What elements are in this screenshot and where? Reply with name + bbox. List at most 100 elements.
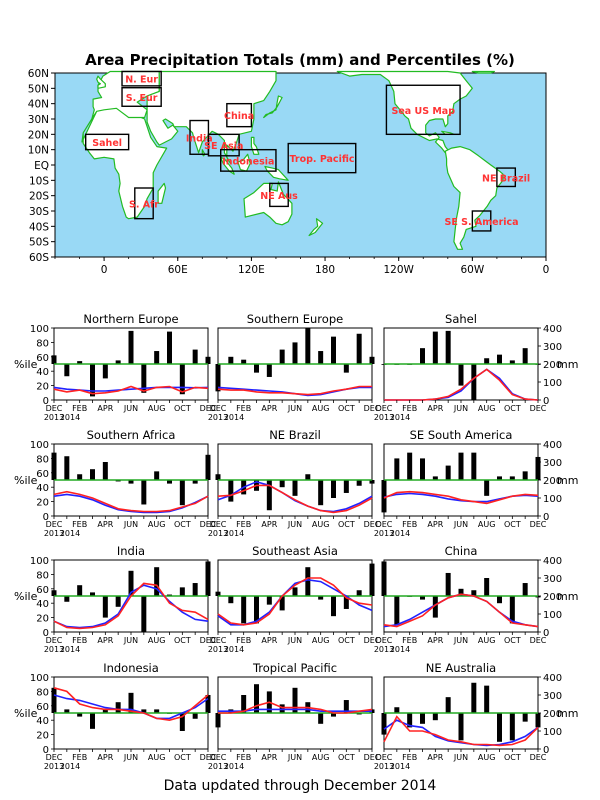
- y-right-tick-label: 300: [543, 574, 562, 585]
- x-tick-label: JUN: [287, 404, 302, 413]
- percentile-bar: [471, 590, 477, 596]
- percentile-bar: [205, 454, 211, 480]
- region-box: [207, 133, 240, 157]
- percentile-bar: [394, 596, 400, 625]
- land-new-zealand: [308, 218, 324, 237]
- map-lat-label: 60N: [28, 68, 49, 80]
- y-right-tick-label: 200: [543, 592, 562, 603]
- x-tick-label: APR: [261, 520, 277, 529]
- x-tick-label: OCT: [174, 753, 191, 762]
- x-tick-label: DEC: [364, 753, 381, 762]
- x-tick-label: APR: [427, 520, 443, 529]
- x-tick-label: FEB: [72, 753, 87, 762]
- region-box: [134, 187, 154, 220]
- y-left-tick-label: 60: [36, 353, 49, 364]
- x-tick-label: AUG: [148, 520, 166, 529]
- x-tick-label: DEC: [376, 404, 393, 413]
- x-tick-label: APR: [97, 404, 113, 413]
- percentile-bar: [331, 596, 336, 617]
- region-label: Indonesia: [222, 156, 274, 167]
- percentile-bar: [420, 348, 425, 364]
- percentile-bar: [292, 480, 298, 496]
- x-tick-label: OCT: [338, 404, 355, 413]
- year-label: 2013: [44, 762, 64, 771]
- region-label: SE S. America: [445, 217, 519, 228]
- percentile-bar: [420, 596, 425, 600]
- percentile-bar: [279, 480, 285, 488]
- percentile-bar: [471, 452, 477, 480]
- percentile-bar: [509, 713, 515, 741]
- year-label: 2013: [44, 413, 64, 422]
- region-box: [226, 102, 253, 128]
- x-tick-label: JUN: [453, 520, 468, 529]
- x-tick-label: DEC: [210, 636, 227, 645]
- map-lat-label: 40S: [29, 221, 49, 233]
- x-tick-label: DEC: [376, 520, 393, 529]
- x-tick-label: JUN: [453, 753, 468, 762]
- percentile-bar: [254, 684, 259, 713]
- percentile-bar: [305, 328, 311, 364]
- y-right-tick-label: 0: [543, 628, 549, 639]
- panel-title: Southern Europe: [247, 312, 343, 326]
- region-box: [471, 210, 492, 232]
- x-tick-label: APR: [261, 753, 277, 762]
- land-sumatra: [220, 156, 235, 175]
- x-tick-label: DEC: [530, 520, 547, 529]
- year-label: 2014: [224, 413, 244, 422]
- map-lon-label: 0: [543, 264, 550, 276]
- world-map: 60N 50N 40N 30N 20N 10N EQ 10S 20S 30S 40S 50S 60S 0 6…: [28, 68, 550, 276]
- x-tick-label: FEB: [402, 753, 417, 762]
- percentile-bar: [343, 364, 349, 373]
- x-tick-label: JUN: [123, 404, 138, 413]
- percentile-bar: [215, 591, 221, 596]
- x-tick-label: DEC: [200, 753, 217, 762]
- x-tick-label: DEC: [210, 520, 227, 529]
- x-tick-label: DEC: [46, 520, 63, 529]
- percentile-bar: [305, 567, 311, 596]
- y-left-axis-label: %ile: [14, 474, 38, 487]
- x-tick-label: FEB: [72, 520, 87, 529]
- percentile-bar: [179, 587, 185, 596]
- year-label: 2013: [374, 413, 394, 422]
- x-tick-label: JUN: [123, 636, 138, 645]
- percentile-bar: [420, 458, 425, 480]
- percentile-bar: [497, 713, 502, 742]
- percentile-bar: [497, 596, 502, 604]
- percentile-bar: [141, 364, 147, 393]
- percentile-bar: [420, 713, 425, 724]
- map-lat-label: 50N: [28, 83, 49, 95]
- y-right-tick-label: 400: [543, 673, 562, 684]
- x-tick-label: JUN: [287, 520, 302, 529]
- x-tick-label: DEC: [376, 753, 393, 762]
- map-lat-label: 10N: [28, 145, 49, 157]
- percentile-bar: [394, 707, 400, 713]
- percentile-bar: [369, 563, 375, 596]
- percentile-bar: [343, 700, 349, 713]
- percentile-bar: [381, 713, 387, 735]
- y-right-tick-label: 100: [543, 494, 562, 505]
- percentile-bar: [407, 452, 413, 480]
- percentile-bar: [318, 713, 324, 724]
- percentile-bar: [432, 713, 438, 721]
- percentile-bar: [266, 364, 272, 377]
- percentile-bar: [254, 596, 259, 624]
- percentile-bar: [115, 360, 121, 364]
- panel-title: China: [445, 544, 478, 558]
- year-label: 2014: [390, 529, 410, 538]
- land-borneo: [237, 153, 251, 172]
- x-tick-label: AUG: [478, 404, 496, 413]
- region-label: Sahel: [92, 138, 122, 149]
- percentile-bar: [484, 685, 490, 713]
- x-tick-label: APR: [427, 636, 443, 645]
- percentile-bar: [305, 474, 311, 480]
- map-lat-label: 20N: [28, 129, 49, 141]
- region-label: NE Aus: [260, 191, 298, 202]
- percentile-bar: [77, 361, 83, 364]
- x-tick-label: APR: [261, 404, 277, 413]
- x-tick-label: DEC: [46, 753, 63, 762]
- percentile-bar: [458, 364, 464, 386]
- percentile-bar: [445, 465, 451, 480]
- percentile-bar: [343, 480, 349, 493]
